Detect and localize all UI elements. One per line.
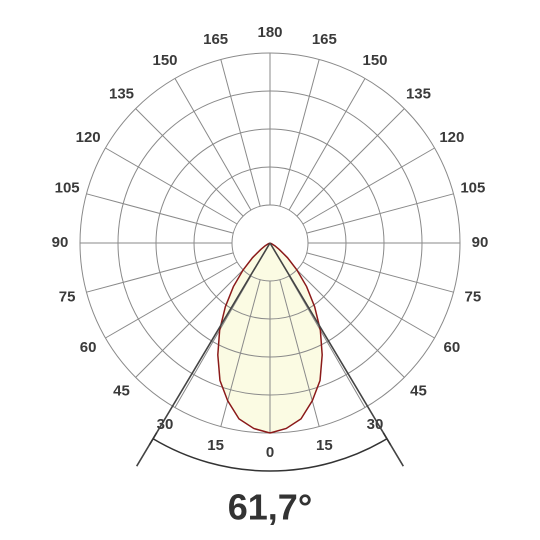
angle-label: 180 <box>257 24 282 41</box>
grid-spoke <box>135 269 244 378</box>
grid-spoke <box>302 147 435 225</box>
grid-spoke <box>86 252 234 293</box>
angle-label: 45 <box>410 382 427 399</box>
angle-label: 150 <box>362 52 387 69</box>
beam-fill <box>217 243 270 433</box>
beam-angle-arc <box>152 438 388 472</box>
angle-label: 75 <box>59 288 76 305</box>
angle-label: 105 <box>55 180 80 197</box>
beam-angle-tick <box>148 432 158 446</box>
grid-spoke <box>86 193 234 234</box>
angle-label: 120 <box>439 129 464 146</box>
beam-angle-label: 61,7° <box>228 487 312 528</box>
grid-spoke <box>105 147 238 225</box>
beam-angle-tick <box>382 432 392 446</box>
beam-angle-line <box>269 242 405 467</box>
beam-angle-line <box>135 242 271 467</box>
angle-label: 75 <box>465 288 482 305</box>
grid-spoke <box>288 275 366 408</box>
grid-spoke <box>296 269 405 378</box>
angle-label: 60 <box>80 339 97 356</box>
angle-label: 150 <box>152 52 177 69</box>
angle-label: 30 <box>367 416 384 433</box>
grid-spoke <box>105 261 238 339</box>
angle-label: 90 <box>52 234 69 251</box>
angle-label: 90 <box>472 234 489 251</box>
beam-fill <box>270 243 323 433</box>
grid-spoke <box>306 193 454 234</box>
grid-spoke <box>174 275 252 408</box>
grid-spoke <box>302 261 435 339</box>
angle-label: 15 <box>316 437 333 454</box>
angle-label: 15 <box>207 437 224 454</box>
grid-spoke <box>306 252 454 293</box>
angle-label: 30 <box>157 416 174 433</box>
angle-label: 165 <box>203 31 228 48</box>
grid-spoke <box>135 108 244 217</box>
angle-label: 60 <box>444 339 461 356</box>
grid-spoke <box>288 78 366 211</box>
grid-spoke <box>220 59 261 207</box>
angle-label: 105 <box>460 180 485 197</box>
grid-spoke <box>279 279 320 427</box>
angle-label: 135 <box>406 85 431 102</box>
angle-label: 165 <box>312 31 337 48</box>
beam-curve <box>269 242 323 434</box>
grid-spoke <box>296 108 405 217</box>
angle-label: 135 <box>109 85 134 102</box>
beam-curve <box>217 242 271 434</box>
angle-label: 45 <box>113 382 130 399</box>
angle-label: 0 <box>266 444 274 461</box>
grid-spoke <box>174 78 252 211</box>
grid-spoke <box>220 279 261 427</box>
angle-label: 120 <box>76 129 101 146</box>
grid-spoke <box>279 59 320 207</box>
